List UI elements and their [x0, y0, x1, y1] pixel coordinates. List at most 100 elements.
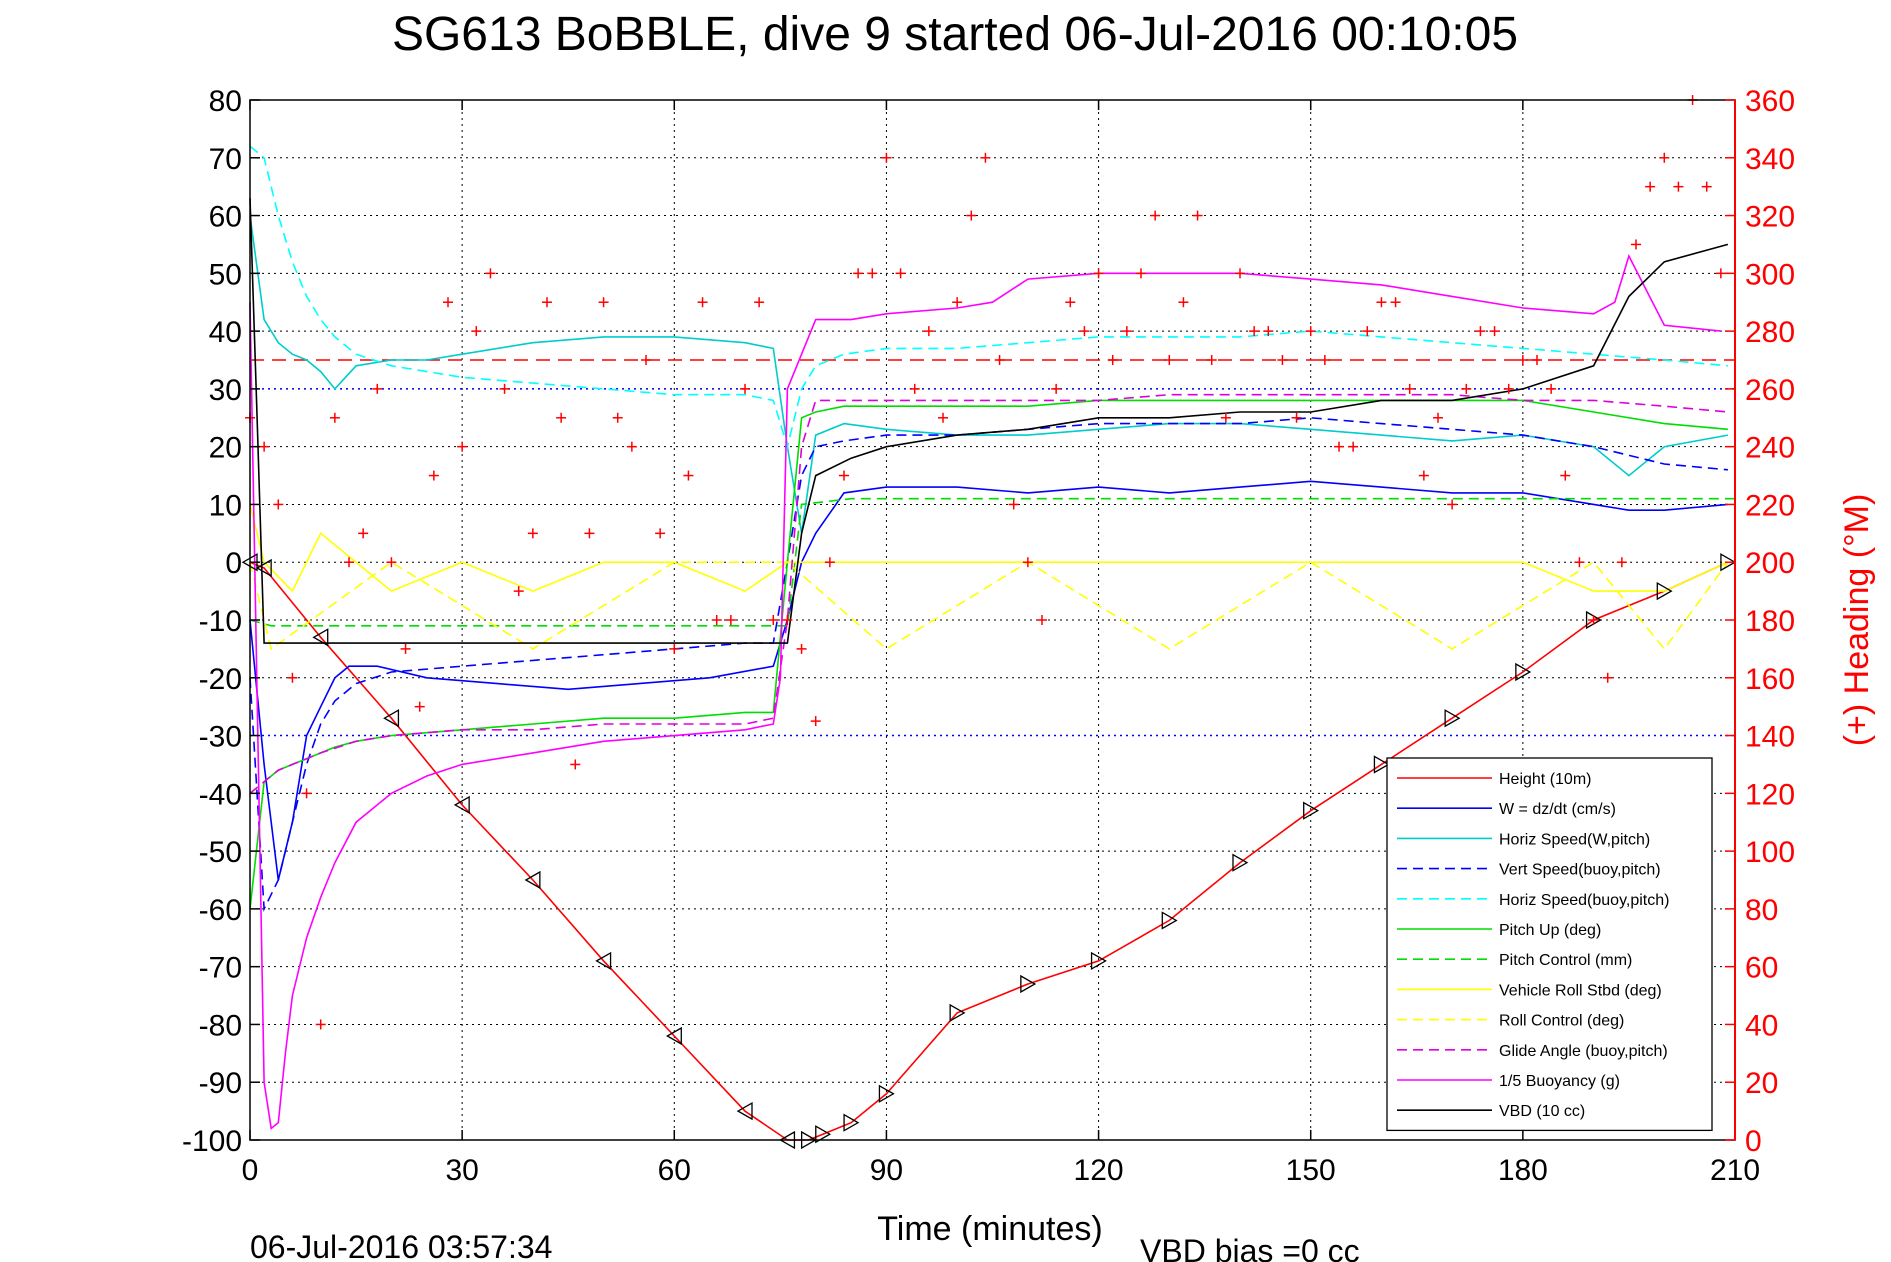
legend-entry: Pitch Up (deg)	[1397, 922, 1601, 939]
heading-point	[1560, 470, 1571, 481]
legend: Height (10m) W = dz/dt (cm/s) Horiz Speed(…	[1386, 757, 1713, 1132]
y-tick-label: 60	[209, 201, 242, 234]
height-marker	[878, 1084, 895, 1103]
y-right-tick-label: 360	[1745, 85, 1795, 118]
heading-point	[612, 412, 623, 423]
heading-point	[1291, 412, 1302, 423]
heading-point	[1532, 355, 1542, 365]
heading-point	[839, 470, 849, 481]
heading-point	[711, 615, 722, 625]
height-marker	[843, 1113, 860, 1132]
y-tick-label: -70	[199, 952, 242, 985]
series-line	[249, 253, 1721, 1130]
legend-entry: Height (10m)	[1397, 771, 1591, 788]
heading-point	[1418, 470, 1429, 481]
height-marker	[736, 1101, 753, 1121]
series-line	[249, 497, 1735, 627]
legend-entry: W = dz/dt (cm/s)	[1397, 801, 1616, 818]
heading-point	[287, 672, 298, 683]
footer-timestamp: 06-Jul-2016 03:57:34	[250, 1229, 552, 1262]
chart-title: SG613 BoBBLE, dive 9 started 06-Jul-2016…	[392, 8, 1518, 61]
legend-label: Horiz Speed(buoy,pitch)	[1499, 892, 1669, 909]
heading-point	[485, 268, 496, 279]
heading-point	[1701, 181, 1712, 192]
heading-point	[1631, 239, 1641, 250]
x-tick-label: 150	[1286, 1154, 1336, 1187]
heading-point	[358, 528, 369, 539]
heading-point	[641, 355, 651, 365]
y-right-tick-label: 0	[1745, 1125, 1762, 1158]
heading-point	[1079, 326, 1090, 337]
legend-label: 1/5 Buoyancy (g)	[1499, 1073, 1620, 1090]
x-axis-ticks: 0 30 60 90 120 150 180 210	[242, 100, 1760, 1187]
y-right-tick-label: 220	[1745, 489, 1795, 522]
heading-point	[1390, 297, 1401, 308]
heading-point	[966, 210, 977, 221]
footer-vbd-bias: VBD bias =0 cc	[1140, 1233, 1360, 1262]
series-line	[249, 393, 1728, 794]
x-tick-label: 30	[445, 1154, 478, 1187]
heading-point	[796, 643, 807, 654]
heading-point	[598, 297, 609, 308]
heading-point	[1319, 355, 1330, 365]
heading-point	[1263, 326, 1274, 337]
heading-point	[527, 528, 538, 539]
heading-point	[1235, 268, 1245, 279]
heading-point	[499, 383, 510, 394]
heading-point	[1192, 210, 1203, 221]
heading-point	[1588, 615, 1599, 625]
y-tick-label: 20	[209, 432, 242, 465]
legend-entry: Vert Speed(buoy,pitch)	[1397, 862, 1661, 879]
legend-label: Pitch Up (deg)	[1499, 922, 1601, 939]
legend-label: Height (10m)	[1499, 771, 1591, 788]
heading-point	[952, 297, 963, 308]
y-tick-label: 30	[209, 374, 242, 407]
heading-point	[1178, 297, 1189, 308]
heading-point	[1574, 557, 1585, 568]
heading-point	[909, 383, 920, 394]
y-right-tick-label: 60	[1745, 952, 1778, 985]
y-right-tick-label: 80	[1745, 894, 1778, 927]
y-tick-label: -80	[199, 1009, 242, 1042]
heading-point	[923, 326, 934, 337]
height-markers	[241, 553, 1737, 1150]
y-axis-ticks: 80 70 60 50 40 30 20 10 0 -10 -20 -30 -40 -50 -60 -70 -8…	[182, 85, 260, 1158]
x-tick-label: 120	[1074, 1154, 1124, 1187]
y-tick-label: -10	[199, 605, 242, 638]
heading-point	[1164, 355, 1175, 365]
heading-point	[1206, 355, 1217, 365]
height-marker	[1720, 553, 1737, 572]
heading-point	[1249, 326, 1260, 337]
heading-point	[1107, 355, 1118, 365]
y-right-tick-label: 280	[1745, 316, 1795, 349]
heading-point	[1461, 383, 1472, 394]
x-tick-label: 210	[1710, 1154, 1760, 1187]
heading-point	[1037, 615, 1047, 625]
heading-point	[1362, 326, 1373, 337]
y-right-tick-label: 20	[1745, 1067, 1778, 1100]
x-axis-label: Time (minutes)	[877, 1210, 1102, 1248]
heading-point	[414, 701, 425, 712]
y-tick-label: -30	[199, 721, 242, 754]
legend-label: Roll Control (deg)	[1499, 1013, 1624, 1030]
heading-point	[428, 470, 439, 481]
y-tick-label: 10	[209, 489, 242, 522]
x-tick-label: 60	[658, 1154, 691, 1187]
series-layer	[249, 145, 1735, 1141]
series-line	[249, 504, 1729, 593]
height-marker	[815, 1125, 832, 1144]
series-line	[249, 416, 1728, 912]
height-marker	[383, 709, 400, 728]
heading-point	[1121, 326, 1132, 337]
height-marker	[453, 795, 470, 815]
y-tick-label: 0	[225, 547, 242, 580]
heading-point	[259, 441, 270, 452]
heading-point	[1065, 297, 1076, 308]
heading-point	[1051, 383, 1062, 394]
y-right-tick-label: 240	[1745, 432, 1795, 465]
heading-point	[273, 499, 284, 510]
heading-point	[301, 788, 312, 799]
x-tick-label: 0	[242, 1154, 259, 1187]
height-marker	[255, 558, 272, 578]
